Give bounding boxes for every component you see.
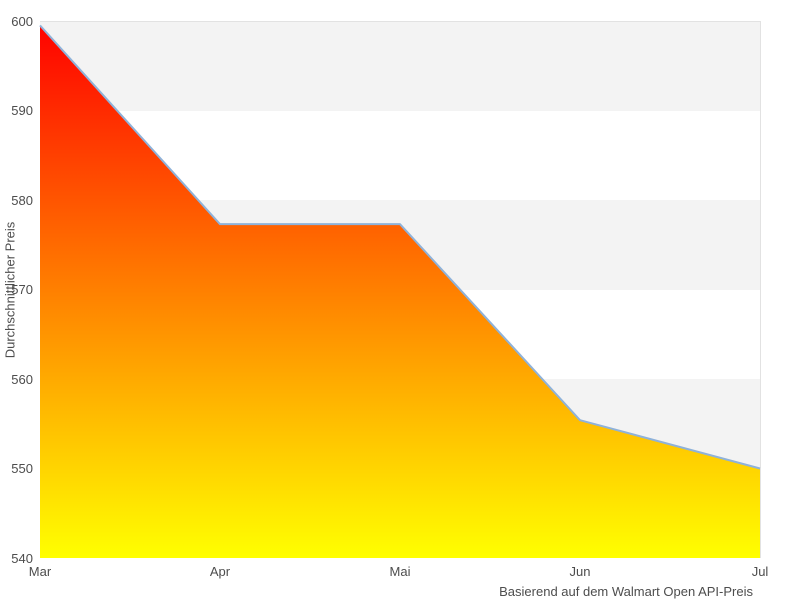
trend-line — [39, 24, 761, 470]
y-axis-tick-label: 570 — [11, 282, 33, 297]
y-axis-tick-label: 580 — [11, 192, 33, 208]
y-axis-title: Durchschnittlicher Preis — [2, 221, 18, 359]
x-axis-tick-label: Apr — [209, 564, 231, 579]
background-band — [40, 21, 760, 111]
x-axis-tick-label: Mai — [389, 564, 411, 579]
x-axis-tick-label: Jun — [569, 564, 591, 579]
y-axis-tick-label: 540 — [11, 550, 33, 566]
y-axis-tick-label: 550 — [11, 461, 33, 476]
area-fill[interactable] — [40, 25, 760, 559]
y-axis-tick-label: 590 — [11, 103, 33, 118]
x-axis-tick-label: Jul — [751, 564, 769, 579]
chart-caption: Basierend auf dem Walmart Open API-Preis — [499, 584, 753, 599]
plot-right-border — [760, 21, 761, 558]
x-axis-tick-label: Mar — [28, 564, 52, 579]
y-axis-tick-label: 560 — [11, 371, 33, 387]
plot-top-border — [40, 21, 761, 22]
y-axis-tick-label: 600 — [11, 13, 33, 29]
